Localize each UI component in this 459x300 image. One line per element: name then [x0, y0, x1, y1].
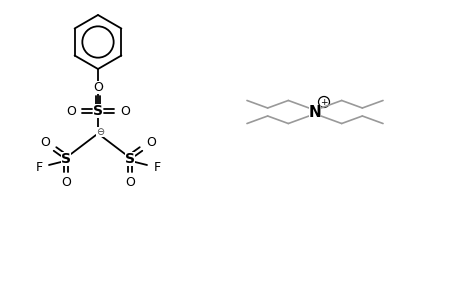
Text: O: O	[93, 80, 103, 94]
Text: O: O	[146, 136, 156, 148]
Text: S: S	[125, 152, 134, 166]
Text: ⊖: ⊖	[96, 127, 104, 137]
Text: O: O	[125, 176, 134, 188]
Text: O: O	[93, 80, 103, 94]
Text: S: S	[93, 104, 103, 118]
Text: S: S	[61, 152, 71, 166]
Text: O: O	[40, 136, 50, 148]
Text: F: F	[35, 160, 43, 173]
Text: O: O	[61, 176, 71, 188]
Text: O: O	[66, 104, 76, 118]
Text: F: F	[153, 160, 160, 173]
Text: N: N	[308, 104, 321, 119]
Text: +: +	[319, 98, 327, 106]
Text: O: O	[120, 104, 129, 118]
